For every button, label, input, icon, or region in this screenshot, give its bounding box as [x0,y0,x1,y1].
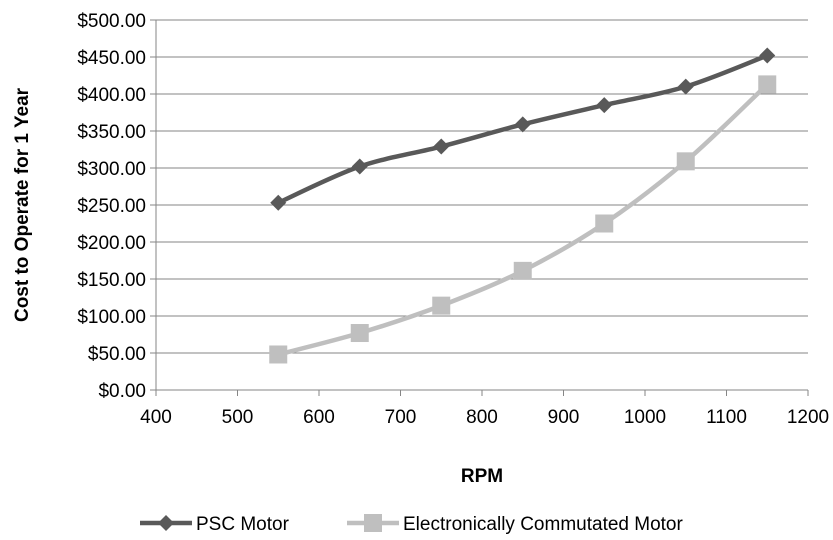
data-point-square [350,324,369,343]
gridlines [156,19,808,354]
x-tick-label: 1100 [706,407,747,428]
legend-label: Electronically Commutated Motor [403,514,683,535]
legend-marker [364,514,382,532]
y-tick-label: $250.00 [77,196,146,217]
data-point-diamond [433,138,450,155]
series-layer [269,47,777,364]
data-point-diamond [677,78,694,95]
data-point-square [269,345,288,364]
legend-marker [158,515,174,531]
y-tick-label: $200.00 [77,233,146,254]
x-tick-label: 1000 [624,407,666,428]
series-2 [269,75,777,364]
y-tick-label: $400.00 [77,85,146,106]
data-point-diamond [351,158,368,175]
y-tick-label: $450.00 [77,48,146,69]
y-tick-label: $50.00 [88,344,146,365]
legend-label: PSC Motor [196,514,290,535]
x-tick-label: 1200 [787,407,829,428]
x-tick-label: 500 [222,407,254,428]
series-1 [270,47,776,211]
data-point-square [676,152,695,171]
y-axis-title: Cost to Operate for 1 Year [12,87,33,322]
x-tick-label: 600 [303,407,335,428]
data-point-diamond [270,194,287,211]
y-tick-label: $100.00 [77,307,146,328]
y-axis-ticks: $0.00 $50.00 $100.00 $150.00 $200.00 $250.00 $… [77,11,156,402]
data-point-diamond [759,47,776,64]
legend-item-2: Electronically Commutated Motor [347,514,683,535]
x-tick-label: 700 [385,407,417,428]
x-tick-label: 400 [140,407,172,428]
data-point-square [513,261,532,280]
y-tick-label: $150.00 [77,270,146,291]
y-tick-label: $0.00 [98,381,146,402]
y-tick-label: $300.00 [77,159,146,180]
data-point-square [595,214,614,233]
legend: PSC Motor Electronically Commutated Motor [140,514,683,535]
data-point-square [432,296,451,315]
x-tick-label: 800 [466,407,498,428]
y-tick-label: $500.00 [77,11,146,32]
x-tick-label: 900 [548,407,580,428]
data-point-square [758,75,777,94]
x-axis-ticks: 400 500 600 700 800 900 1000 1100 1200 [140,390,829,428]
x-axis-title: RPM [461,466,503,487]
legend-item-1: PSC Motor [140,514,290,535]
y-tick-label: $350.00 [77,122,146,143]
data-point-diamond [596,97,613,114]
data-point-diamond [514,116,531,133]
